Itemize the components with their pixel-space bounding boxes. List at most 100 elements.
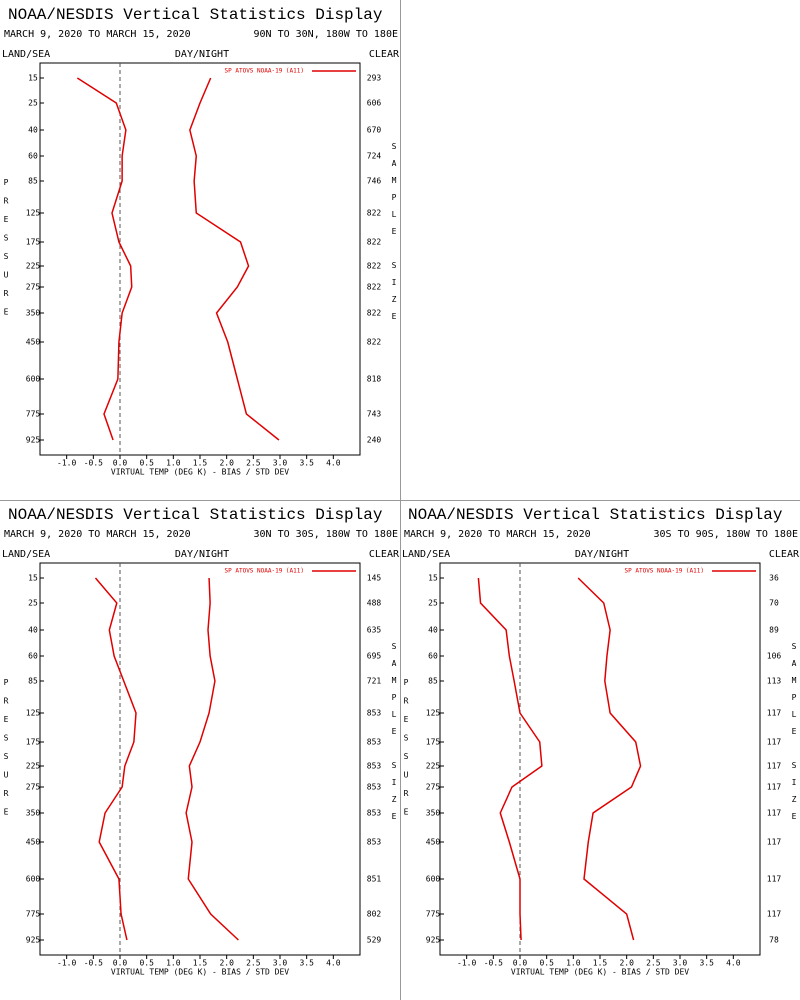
chart-title: NOAA/NESDIS Vertical Statistics Display [8,6,383,24]
sample-size: 117 [767,783,782,792]
sample-size: 117 [767,762,782,771]
pressure-label: 450 [426,838,441,847]
pressure-label: 85 [428,677,438,686]
sample-size: 822 [367,209,382,218]
sample-size: 822 [367,338,382,347]
sample-size: 853 [367,738,382,747]
pressure-label: 225 [26,762,41,771]
sample-size: 70 [769,599,779,608]
x-tick-label: 4.0 [726,959,741,968]
bias-line [477,577,543,941]
x-axis-label: VIRTUAL TEMP (DEG K) - BIAS / STD DEV [511,968,689,977]
clear: CLEAR [769,549,800,560]
sample-size: 240 [367,436,382,445]
x-tick-label: 3.5 [699,959,714,968]
x-tick-label: 3.5 [299,959,314,968]
x-axis-label: VIRTUAL TEMP (DEG K) - BIAS / STD DEV [111,968,289,977]
pressure-label: 925 [26,436,41,445]
pressure-label: 275 [26,783,41,792]
pressure-label: 60 [28,652,38,661]
x-tick-label: 3.0 [673,959,688,968]
x-tick-label: 2.0 [619,959,634,968]
pressure-label: 600 [26,875,41,884]
x-tick-label: 3.0 [273,459,288,468]
day-night: DAY/NIGHT [175,549,229,560]
x-tick-label: -1.0 [457,959,476,968]
pressure-label: 25 [28,599,38,608]
sample-size: 822 [367,283,382,292]
pressure-label: 450 [26,838,41,847]
panel: NOAA/NESDIS Vertical Statistics Display M… [2,506,400,976]
pressure-label: 275 [26,283,41,292]
x-tick-label: 0.5 [139,459,154,468]
clear: CLEAR [369,549,400,560]
clear: CLEAR [369,49,400,60]
sample-size: 106 [767,652,782,661]
sample-size: 851 [367,875,382,884]
x-tick-label: 1.0 [166,459,181,468]
sample-size: 89 [769,626,779,635]
x-tick-label: 1.0 [566,959,581,968]
bias-line [94,577,137,941]
sample-size: 743 [367,410,382,419]
legend-label: SP ATOVS NOAA-19 (A11) [225,68,304,75]
pressure-label: 775 [426,910,441,919]
sample-size: 818 [367,375,382,384]
sample-size: 635 [367,626,382,635]
x-tick-label: -1.0 [57,459,76,468]
pressure-label: 350 [26,809,41,818]
pressure-label: 775 [26,410,41,419]
x-tick-label: 1.5 [193,459,208,468]
panel: NOAA/NESDIS Vertical Statistics Display M… [2,6,400,476]
land-sea: LAND/SEA [2,49,50,60]
x-tick-label: 2.0 [219,459,234,468]
std-dev-line [185,577,239,941]
x-tick-label: 1.5 [593,959,608,968]
pressure-label: 275 [426,783,441,792]
x-tick-label: -1.0 [57,959,76,968]
pressure-label: 40 [28,126,38,135]
pressure-label: 925 [26,936,41,945]
pressure-label: 925 [426,936,441,945]
x-tick-label: 0.5 [539,959,554,968]
legend-label: SP ATOVS NOAA-19 (A11) [625,568,704,575]
sample-size: 529 [367,936,382,945]
pressure-label: 25 [428,599,438,608]
x-tick-label: -0.5 [484,959,503,968]
sample-size: 670 [367,126,382,135]
pressure-label: 175 [426,738,441,747]
x-tick-label: 1.5 [193,959,208,968]
x-tick-label: -0.5 [84,959,103,968]
day-night: DAY/NIGHT [575,549,629,560]
x-axis-label: VIRTUAL TEMP (DEG K) - BIAS / STD DEV [111,468,289,477]
chart-title: NOAA/NESDIS Vertical Statistics Display [408,506,783,524]
pressure-label: 15 [28,74,38,83]
sample-size: 853 [367,838,382,847]
sample-size: 36 [769,574,779,583]
pressure-label: 350 [26,309,41,318]
pressure-label: 40 [28,626,38,635]
x-tick-label: -0.5 [84,459,103,468]
region: 30N TO 30S, 180W TO 180E [254,529,399,540]
sample-size: 293 [367,74,382,83]
pressure-label: 175 [26,738,41,747]
x-tick-label: 0.0 [113,959,128,968]
x-tick-label: 0.0 [513,959,528,968]
panel: NOAA/NESDIS Vertical Statistics Display M… [402,506,800,976]
sample-size: 606 [367,99,382,108]
x-tick-label: 1.0 [166,959,181,968]
sample-size: 117 [767,910,782,919]
sample-size: 117 [767,875,782,884]
subtitle: MARCH 9, 2020 TO MARCH 15, 2020 [4,29,191,40]
sample-size: 822 [367,238,382,247]
sample-size: 802 [367,910,382,919]
sample-size: 853 [367,809,382,818]
pressure-label: 15 [428,574,438,583]
sample-size: 488 [367,599,382,608]
